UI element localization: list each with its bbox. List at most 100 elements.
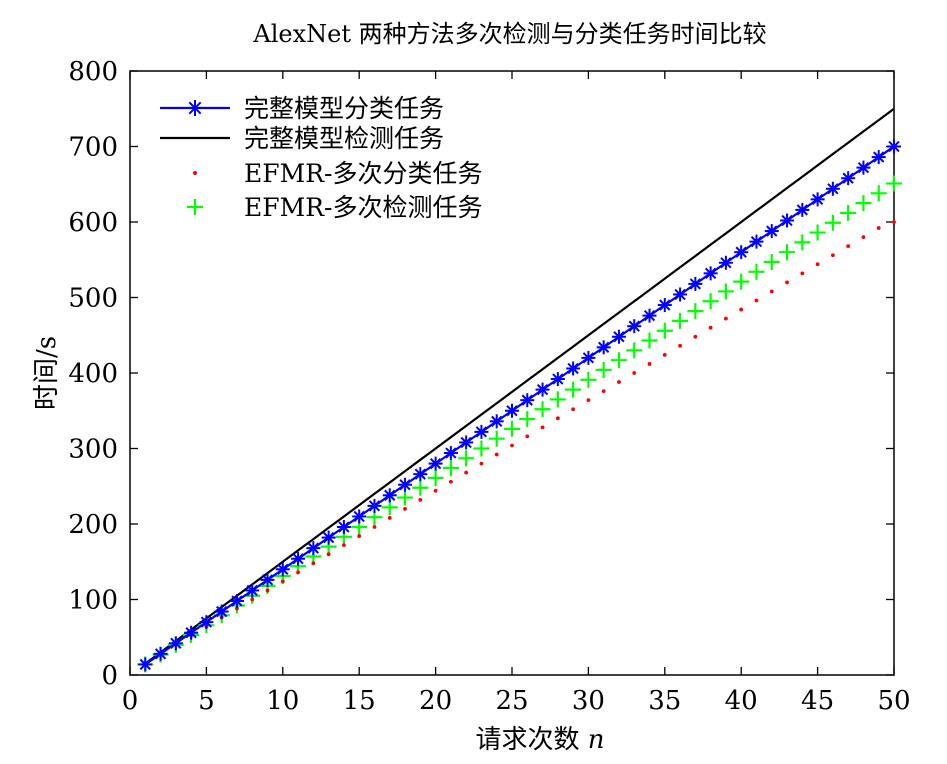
y-tick-label: 100 [68,586,118,616]
data-point [153,646,168,661]
data-point [733,273,750,290]
data-point [433,488,438,493]
legend-label: EFMR-多次检测任务 [244,193,482,222]
data-point [372,525,377,529]
data-point [535,382,550,397]
x-axis-label: 请求次数 n [475,725,604,755]
data-point [672,312,689,329]
data-point [795,202,810,217]
data-point [626,342,643,359]
x-tick-label: 35 [648,686,681,716]
x-axis-label-text: 请求次数 [475,725,579,755]
data-point [306,541,321,556]
data-point [702,293,719,310]
x-tick-label: 20 [419,686,452,716]
data-point [611,329,626,344]
data-point [856,160,871,175]
data-point [504,420,520,437]
data-point [780,213,795,228]
legend-item-1: 完整模型分类任务 [160,94,444,123]
data-point [488,430,505,447]
x-tick-label: 30 [572,686,605,716]
data-point [642,308,657,323]
data-point [342,543,346,548]
y-tick-label: 400 [68,359,118,389]
x-tick-label: 45 [801,686,834,716]
data-point [617,380,621,384]
data-point [763,254,780,271]
data-point [565,381,582,398]
data-point [785,280,789,285]
data-point [595,361,612,378]
legend-marker [187,199,203,215]
data-point [229,594,244,609]
data-point [214,604,229,619]
data-point [555,416,560,421]
data-point [627,319,642,334]
legend-label: 完整模型检测任务 [244,124,444,153]
data-point [718,255,733,270]
x-tick-label: 5 [198,686,215,716]
data-point [739,307,744,312]
data-point [321,530,336,545]
data-point [443,446,458,461]
data-point [764,224,779,239]
y-axis-label: 时间/s [32,336,62,410]
data-point [387,516,392,520]
legend-marker [187,100,203,116]
data-point [632,371,637,375]
data-point [311,561,316,566]
x-axis-ticks: 0 5 10 15 20 25 30 35 40 45 50 [122,71,911,716]
data-point [815,262,820,267]
data-point [549,391,566,408]
data-point [749,234,764,249]
data-point [296,570,300,575]
data-point [382,488,397,503]
data-point [520,393,535,408]
data-point [656,322,673,339]
series-2-line [144,107,895,665]
data-point [693,334,698,339]
data-point [138,657,153,672]
data-point [291,551,306,566]
x-tick-label: 0 [122,686,139,716]
data-point [794,234,811,251]
data-point [326,552,331,557]
x-tick-label: 25 [495,686,528,716]
data-point [412,479,429,496]
data-point [250,597,255,602]
data-point [678,343,682,348]
series-1 [138,139,901,672]
data-point [398,477,413,492]
data-point [825,181,840,196]
data-point [809,224,826,241]
y-tick-label: 0 [101,661,118,691]
data-point [265,588,270,593]
data-point [571,407,576,412]
data-point [688,276,703,291]
data-point [199,615,214,630]
data-point [550,372,565,387]
data-point [448,479,453,484]
series-3 [143,220,896,666]
data-point [519,411,536,428]
data-point [464,470,469,475]
series-2 [144,107,895,665]
x-tick-label: 50 [877,686,910,716]
data-point [357,534,362,538]
legend-item-2: 完整模型检测任务 [160,124,444,153]
data-point [427,469,444,486]
data-point [367,498,382,513]
data-point [336,520,351,535]
x-tick-label: 15 [343,686,376,716]
data-point [717,283,734,300]
data-point [870,185,887,202]
data-point [708,325,713,330]
data-point [413,467,428,482]
data-point [855,195,872,212]
chart-title: AlexNet 两种方法多次检测与分类任务时间比较 [252,20,766,48]
data-point [840,204,857,221]
data-point [540,425,545,430]
data-point [800,271,805,276]
